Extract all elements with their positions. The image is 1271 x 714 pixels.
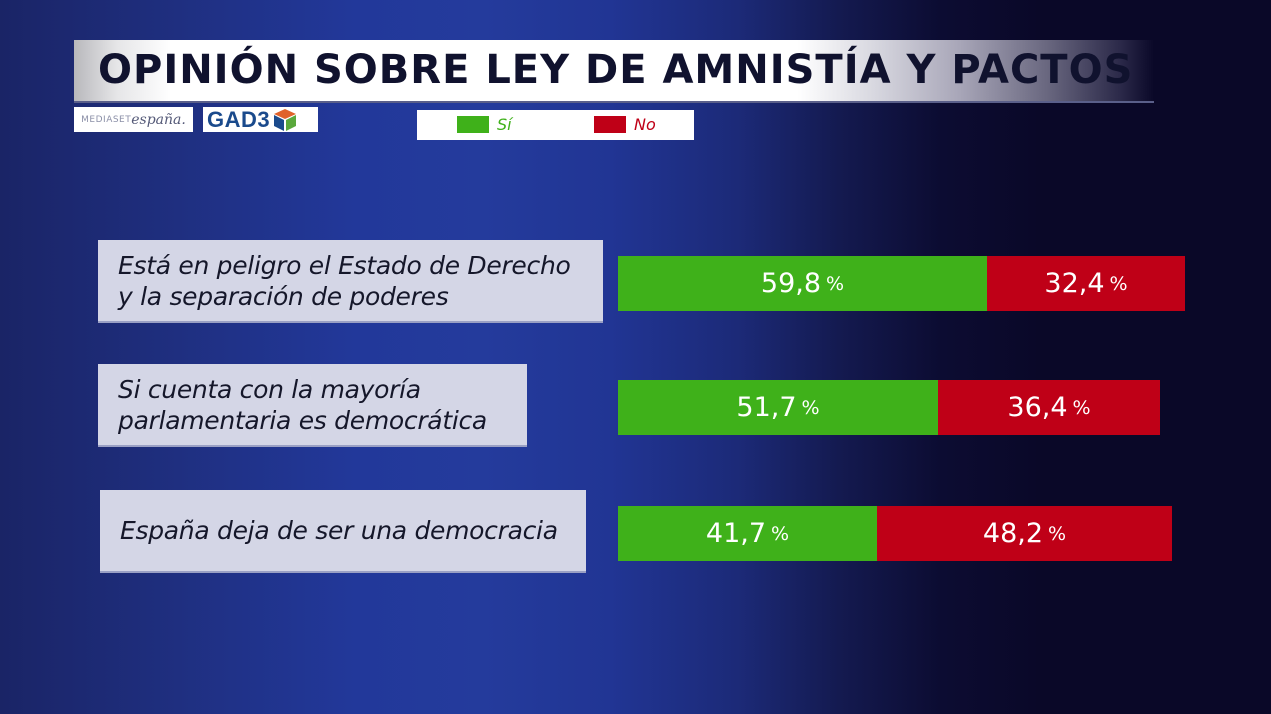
- row-label-text: Está en peligro el Estado de Derecho y la…: [118, 250, 571, 312]
- legend-item-yes: Sí: [457, 115, 512, 134]
- bar-value: 48,2: [982, 518, 1044, 549]
- mediaset-logo-text: MEDIASET: [81, 114, 132, 125]
- bar-yes-row1: 59,8%: [618, 256, 987, 311]
- row-label-line2: parlamentaria es democrática: [118, 405, 487, 435]
- bar-value: 41,7: [705, 518, 767, 549]
- bar-value: 36,4: [1007, 392, 1068, 423]
- bar-pct: %: [1109, 272, 1128, 295]
- bar-no-row2: 36,4%: [938, 380, 1160, 435]
- chart-title: OPINIÓN SOBRE LEY DE AMNISTÍA Y PACTOS: [98, 47, 1134, 93]
- row-label-mayoria-parlamentaria: Si cuenta con la mayoría parlamentaria es…: [98, 364, 527, 447]
- bar-pct: %: [1072, 396, 1091, 419]
- legend-swatch-no: [594, 116, 626, 133]
- row-label-deja-democracia: España deja de ser una democracia: [100, 490, 586, 573]
- bar-no-row1: 32,4%: [987, 256, 1185, 311]
- legend-swatch-yes: [457, 116, 489, 133]
- row-label-line1: Si cuenta con la mayoría: [118, 374, 421, 404]
- legend: Sí No: [417, 110, 694, 140]
- title-banner: OPINIÓN SOBRE LEY DE AMNISTÍA Y PACTOS: [74, 40, 1154, 103]
- bar-no-row3: 48,2%: [877, 506, 1172, 561]
- bar-yes-row2: 51,7%: [618, 380, 938, 435]
- legend-label-yes: Sí: [497, 115, 512, 134]
- bar-pct: %: [801, 396, 820, 419]
- bar-pct: %: [771, 522, 790, 545]
- legend-item-no: No: [594, 115, 656, 134]
- row-label-line1: Está en peligro el Estado de Derecho: [118, 250, 571, 280]
- row-label-estado-derecho: Está en peligro el Estado de Derecho y la…: [98, 240, 603, 323]
- bar-pct: %: [1048, 522, 1067, 545]
- legend-label-no: No: [634, 115, 656, 134]
- bar-value: 59,8: [760, 268, 822, 299]
- row-label-line2: y la separación de poderes: [118, 281, 449, 311]
- row-label-text: Si cuenta con la mayoría parlamentaria es…: [118, 374, 487, 436]
- gad3-logo: GAD3: [203, 107, 318, 132]
- bar-value: 51,7: [736, 392, 797, 423]
- row-label-line1: España deja de ser una democracia: [120, 516, 558, 545]
- gad3-cube-icon: [274, 108, 297, 131]
- bar-value: 32,4: [1044, 268, 1105, 299]
- espana-logo-text: españa.: [131, 111, 186, 128]
- gad3-logo-text: GAD3: [207, 107, 271, 132]
- bar-pct: %: [826, 272, 845, 295]
- mediaset-espana-logo: MEDIASET españa.: [74, 107, 193, 132]
- bar-yes-row3: 41,7%: [618, 506, 877, 561]
